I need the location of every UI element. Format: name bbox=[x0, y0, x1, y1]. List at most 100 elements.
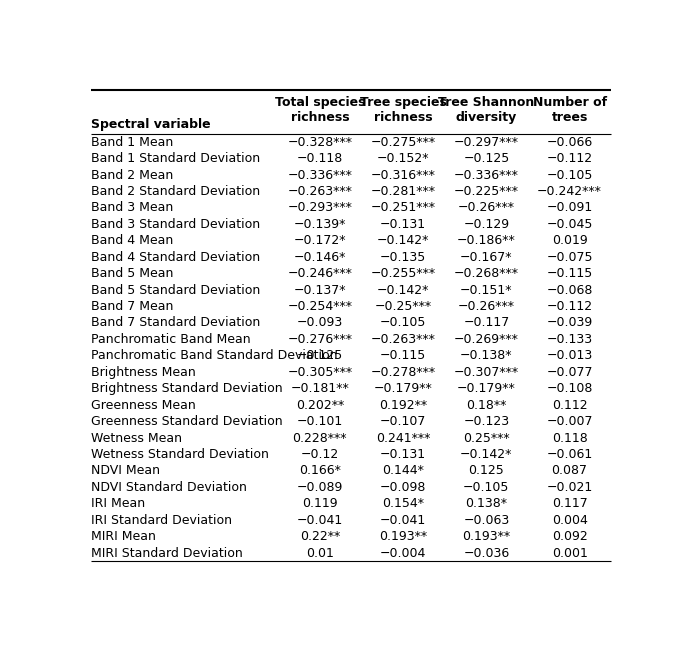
Text: −0.077: −0.077 bbox=[547, 366, 593, 379]
Text: −0.093: −0.093 bbox=[297, 316, 343, 329]
Text: −0.123: −0.123 bbox=[463, 415, 510, 428]
Text: −0.138*: −0.138* bbox=[460, 349, 512, 362]
Text: −0.063: −0.063 bbox=[463, 514, 510, 527]
Text: −0.146*: −0.146* bbox=[294, 251, 346, 264]
Text: 0.004: 0.004 bbox=[551, 514, 588, 527]
Text: −0.105: −0.105 bbox=[547, 168, 593, 182]
Text: −0.263***: −0.263*** bbox=[371, 333, 436, 346]
Text: 0.019: 0.019 bbox=[551, 234, 588, 247]
Text: 0.117: 0.117 bbox=[551, 498, 588, 510]
Text: 0.087: 0.087 bbox=[551, 465, 588, 477]
Text: −0.251***: −0.251*** bbox=[371, 201, 436, 214]
Text: Band 1 Mean: Band 1 Mean bbox=[91, 136, 173, 149]
Text: IRI Standard Deviation: IRI Standard Deviation bbox=[91, 514, 232, 527]
Text: −0.133: −0.133 bbox=[547, 333, 593, 346]
Text: −0.328***: −0.328*** bbox=[287, 136, 352, 149]
Text: −0.276***: −0.276*** bbox=[287, 333, 352, 346]
Text: −0.336***: −0.336*** bbox=[288, 168, 352, 182]
Text: −0.135: −0.135 bbox=[380, 251, 426, 264]
Text: Panchromatic Band Standard Deviation: Panchromatic Band Standard Deviation bbox=[91, 349, 338, 362]
Text: NDVI Mean: NDVI Mean bbox=[91, 465, 160, 477]
Text: −0.098: −0.098 bbox=[380, 481, 426, 494]
Text: MIRI Mean: MIRI Mean bbox=[91, 531, 155, 543]
Text: −0.105: −0.105 bbox=[380, 316, 426, 329]
Text: −0.004: −0.004 bbox=[380, 547, 426, 560]
Text: −0.26***: −0.26*** bbox=[458, 300, 515, 313]
Text: Band 3 Mean: Band 3 Mean bbox=[91, 201, 173, 214]
Text: −0.131: −0.131 bbox=[380, 448, 426, 461]
Text: −0.12: −0.12 bbox=[301, 448, 339, 461]
Text: −0.268***: −0.268*** bbox=[454, 267, 519, 280]
Text: −0.101: −0.101 bbox=[297, 415, 343, 428]
Text: −0.075: −0.075 bbox=[547, 251, 593, 264]
Text: −0.263***: −0.263*** bbox=[288, 185, 352, 198]
Text: −0.041: −0.041 bbox=[297, 514, 343, 527]
Text: 0.193**: 0.193** bbox=[379, 531, 427, 543]
Text: 0.166*: 0.166* bbox=[299, 465, 340, 477]
Text: 0.192**: 0.192** bbox=[379, 399, 427, 411]
Text: 0.112: 0.112 bbox=[551, 399, 587, 411]
Text: −0.061: −0.061 bbox=[547, 448, 593, 461]
Text: Panchromatic Band Mean: Panchromatic Band Mean bbox=[91, 333, 251, 346]
Text: −0.021: −0.021 bbox=[547, 481, 593, 494]
Text: −0.275***: −0.275*** bbox=[371, 136, 436, 149]
Text: Spectral variable: Spectral variable bbox=[91, 118, 210, 131]
Text: −0.142*: −0.142* bbox=[377, 234, 429, 247]
Text: −0.115: −0.115 bbox=[380, 349, 426, 362]
Text: −0.045: −0.045 bbox=[547, 218, 593, 231]
Text: −0.254***: −0.254*** bbox=[287, 300, 352, 313]
Text: 0.119: 0.119 bbox=[302, 498, 338, 510]
Text: −0.167*: −0.167* bbox=[460, 251, 512, 264]
Text: −0.066: −0.066 bbox=[547, 136, 593, 149]
Text: Wetness Standard Deviation: Wetness Standard Deviation bbox=[91, 448, 269, 461]
Text: −0.242***: −0.242*** bbox=[537, 185, 602, 198]
Text: −0.068: −0.068 bbox=[547, 283, 593, 296]
Text: −0.137*: −0.137* bbox=[294, 283, 346, 296]
Text: 0.202**: 0.202** bbox=[296, 399, 344, 411]
Text: Tree species
richness: Tree species richness bbox=[360, 96, 447, 124]
Text: 0.22**: 0.22** bbox=[300, 531, 340, 543]
Text: NDVI Standard Deviation: NDVI Standard Deviation bbox=[91, 481, 247, 494]
Text: −0.151*: −0.151* bbox=[460, 283, 512, 296]
Text: −0.007: −0.007 bbox=[547, 415, 593, 428]
Text: Band 2 Mean: Band 2 Mean bbox=[91, 168, 173, 182]
Text: Brightness Standard Deviation: Brightness Standard Deviation bbox=[91, 382, 282, 395]
Text: Band 1 Standard Deviation: Band 1 Standard Deviation bbox=[91, 152, 260, 165]
Text: −0.26***: −0.26*** bbox=[458, 201, 515, 214]
Text: −0.255***: −0.255*** bbox=[371, 267, 436, 280]
Text: Total species
richness: Total species richness bbox=[275, 96, 365, 124]
Text: −0.142*: −0.142* bbox=[460, 448, 512, 461]
Text: −0.041: −0.041 bbox=[380, 514, 426, 527]
Text: −0.297***: −0.297*** bbox=[454, 136, 519, 149]
Text: −0.181**: −0.181** bbox=[290, 382, 349, 395]
Text: −0.142*: −0.142* bbox=[377, 283, 429, 296]
Text: 0.118: 0.118 bbox=[551, 432, 588, 444]
Text: −0.129: −0.129 bbox=[463, 218, 510, 231]
Text: 0.144*: 0.144* bbox=[382, 465, 424, 477]
Text: 0.228***: 0.228*** bbox=[292, 432, 347, 444]
Text: Wetness Mean: Wetness Mean bbox=[91, 432, 182, 444]
Text: Greenness Standard Deviation: Greenness Standard Deviation bbox=[91, 415, 282, 428]
Text: −0.112: −0.112 bbox=[547, 152, 593, 165]
Text: −0.036: −0.036 bbox=[463, 547, 510, 560]
Text: −0.115: −0.115 bbox=[547, 267, 593, 280]
Text: 0.18**: 0.18** bbox=[466, 399, 506, 411]
Text: 0.25***: 0.25*** bbox=[463, 432, 510, 444]
Text: −0.172*: −0.172* bbox=[294, 234, 346, 247]
Text: MIRI Standard Deviation: MIRI Standard Deviation bbox=[91, 547, 242, 560]
Text: Band 3 Standard Deviation: Band 3 Standard Deviation bbox=[91, 218, 260, 231]
Text: −0.152*: −0.152* bbox=[377, 152, 429, 165]
Text: −0.225***: −0.225*** bbox=[454, 185, 519, 198]
Text: 0.154*: 0.154* bbox=[382, 498, 424, 510]
Text: 0.01: 0.01 bbox=[306, 547, 334, 560]
Text: −0.125: −0.125 bbox=[463, 152, 510, 165]
Text: −0.117: −0.117 bbox=[463, 316, 510, 329]
Text: −0.013: −0.013 bbox=[547, 349, 593, 362]
Text: −0.112: −0.112 bbox=[547, 300, 593, 313]
Text: 0.001: 0.001 bbox=[551, 547, 588, 560]
Text: −0.091: −0.091 bbox=[547, 201, 593, 214]
Text: −0.281***: −0.281*** bbox=[371, 185, 436, 198]
Text: Tree Shannon
diversity: Tree Shannon diversity bbox=[438, 96, 534, 124]
Text: −0.039: −0.039 bbox=[547, 316, 593, 329]
Text: 0.138*: 0.138* bbox=[465, 498, 508, 510]
